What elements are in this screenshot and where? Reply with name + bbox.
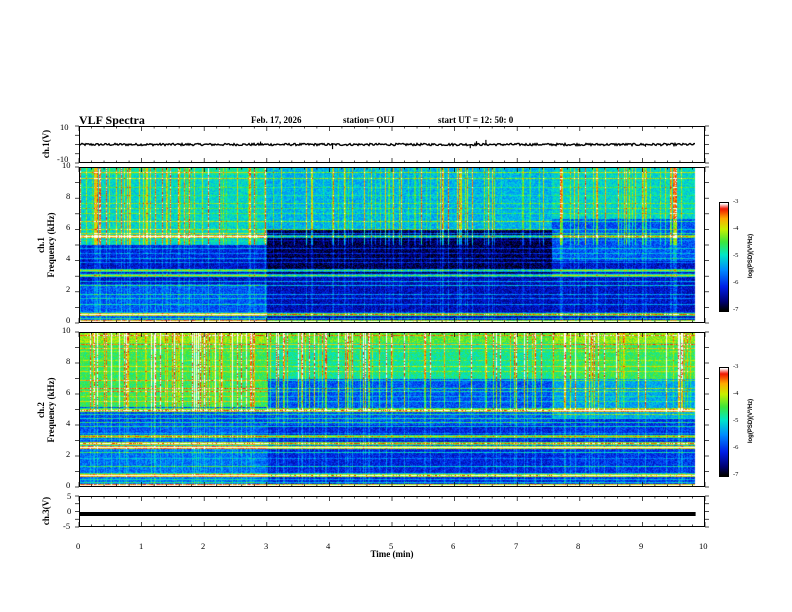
- start-time-label: start UT = 12: 50: 0: [438, 115, 514, 125]
- xaxis-label: Time (min): [370, 549, 414, 559]
- ch3-waveform-panel: [75, 495, 709, 528]
- date-label: Feb. 17, 2026: [251, 115, 302, 125]
- ch2-spec-ytick: 6: [66, 387, 71, 397]
- ch3-ylabel: ch.3(V): [41, 496, 51, 526]
- cb1-label: log(PSD)(V²/Hz): [748, 233, 754, 279]
- ch1-spec-ytick: 2: [66, 284, 71, 294]
- cb2-tick: -7: [733, 471, 739, 478]
- xtick: 8: [576, 541, 581, 551]
- ch2-spec-ytick: 2: [66, 449, 71, 459]
- cb2-tick: -6: [733, 444, 739, 451]
- ch2-spec-ytick: 10: [62, 325, 71, 335]
- xtick: 4: [326, 541, 331, 551]
- xtick: 2: [201, 541, 206, 551]
- cb1-tick: -6: [733, 279, 739, 286]
- cb1-tick: -3: [733, 198, 739, 205]
- cb1-tick: -7: [733, 306, 739, 313]
- ch2-spec-ytick: 4: [66, 418, 71, 428]
- plot-frame: [79, 167, 705, 323]
- cb2-label: log(PSD)(V²/Hz): [748, 398, 754, 444]
- cb1-tick: -5: [733, 252, 739, 259]
- ch2-spectrogram: [79, 332, 705, 487]
- ch1-spec-ytick: 6: [66, 222, 71, 232]
- plot-frame: [79, 332, 705, 487]
- cb1-tick: -4: [733, 225, 739, 232]
- cb2-tick: -3: [733, 363, 739, 370]
- xtick: 0: [76, 541, 81, 551]
- xtick: 9: [639, 541, 644, 551]
- ch1-spec-ytick: 0: [66, 315, 71, 325]
- cb2-tick: -4: [733, 390, 739, 397]
- ch1-colorbar: [719, 202, 729, 312]
- ch2-colorbar: [719, 367, 729, 477]
- xtick: 7: [514, 541, 519, 551]
- ch3-ytick: -5: [63, 521, 71, 531]
- ch2-spec-ytick: 8: [66, 356, 71, 366]
- ch1-waveform-panel: [75, 125, 709, 164]
- ch2-spec-ylabel: ch.2 Frequency (kHz): [36, 377, 56, 443]
- ch1-ylabel: ch.1(V): [41, 129, 51, 159]
- ch3-ytick: 5: [67, 491, 72, 501]
- xtick: 6: [451, 541, 456, 551]
- ch1-spec-ytick: 4: [66, 253, 71, 263]
- xtick: 1: [139, 541, 144, 551]
- ch1-spectrogram-frame: [75, 166, 709, 324]
- ch1-ytick-top: 10: [60, 122, 69, 132]
- ch3-ytick: 0: [67, 506, 72, 516]
- station-label: station= OUJ: [343, 115, 395, 125]
- ch1-spec-ytick: 10: [62, 160, 71, 170]
- ch2-spec-ytick: 0: [66, 480, 71, 490]
- ch1-spec-ylabel: ch.1 Frequency (kHz): [36, 212, 56, 278]
- ch1-ytick-bottom: -10: [57, 154, 69, 164]
- xtick: 5: [389, 541, 394, 551]
- chart-title: VLF Spectra: [79, 113, 145, 127]
- ch1-trace: [78, 141, 696, 148]
- cb2-tick: -5: [733, 417, 739, 424]
- xtick: 10: [699, 541, 708, 551]
- xtick: 3: [264, 541, 269, 551]
- ch1-spectrogram: [79, 167, 705, 323]
- ch2-spectrogram-frame: [75, 331, 709, 488]
- ch1-spec-ytick: 8: [66, 191, 71, 201]
